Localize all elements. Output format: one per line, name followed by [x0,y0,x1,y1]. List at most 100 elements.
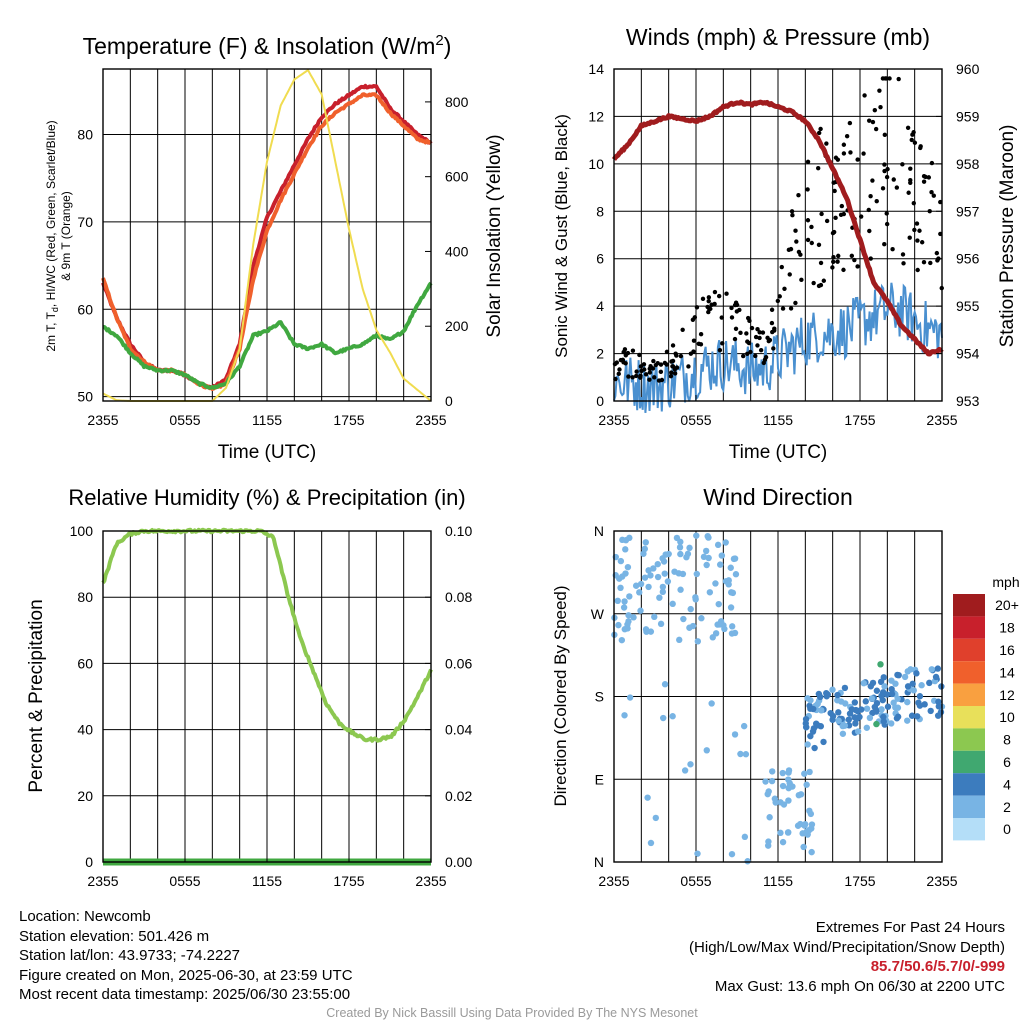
direction-point [621,712,628,719]
gust-point [918,145,923,151]
gust-point [641,362,647,367]
direction-point [883,691,891,698]
gust-point [816,165,821,171]
gust-point [757,330,762,335]
direction-point [818,707,825,714]
direction-point [851,714,858,721]
direction-point [731,731,739,738]
direction-point [641,545,649,553]
gust-point [915,238,920,243]
x-tick-label: 0555 [680,412,711,428]
direction-point [740,722,748,730]
direction-point [621,626,628,633]
direction-point [904,698,911,706]
gust-point [928,260,933,266]
direction-point [709,634,716,641]
direction-points [611,532,946,865]
colorbar-swatch [953,750,985,774]
station-location: Location: Newcomb [19,908,151,925]
gust-point [873,126,879,132]
gust-point [678,353,684,359]
direction-point [647,572,654,579]
colorbar-swatch [953,661,985,684]
direction-point [712,580,719,587]
y-tick-label: N [594,523,604,539]
direction-point [851,699,859,706]
gust-point [642,367,647,372]
direction-point [669,600,676,608]
direction-title: Wind Direction [703,484,853,510]
direction-point [934,665,942,672]
gust-point [717,347,723,353]
gust-point [716,293,722,299]
gust-point [805,187,810,192]
gust-point [658,369,664,375]
gust-point [901,261,906,266]
wind-title: Winds (mph) & Pressure (mb) [626,24,930,50]
direction-point [718,552,726,559]
gust-point [787,272,792,277]
gust-point [905,125,911,130]
gust-point [799,277,804,283]
direction-point [862,698,869,705]
gust-point [882,162,887,167]
direction-point [810,705,817,713]
direction-point [863,724,871,731]
x-tick-label: 1155 [252,412,282,428]
direction-point [673,534,681,542]
direction-point [766,814,773,821]
gust-point [638,373,643,378]
x-tick-label: 2355 [926,873,957,889]
direction-point [677,550,684,558]
wind-grid [614,68,942,402]
direction-point [846,710,854,717]
x-tick-label: 2355 [926,412,957,428]
gust-point [839,203,845,209]
direction-point [768,777,776,785]
direction-point [652,814,660,822]
direction-point [715,600,722,608]
colorbar-swatch [953,616,985,639]
gust-point [872,107,878,113]
gust-point [798,252,803,257]
gust-point [634,369,639,374]
gust-point [858,214,864,219]
colorbar-swatch [953,728,985,751]
direction-point [779,838,787,846]
direction-point [680,615,687,623]
gust-point [733,326,739,332]
gust-point [745,351,750,357]
direction-point [880,718,887,725]
gust-point [788,306,794,311]
gust-point [719,315,724,320]
gust-point [900,252,906,257]
x-tick-label: 0555 [680,873,711,889]
direction-point [654,560,661,568]
gust-point [883,76,888,81]
y-tick-label-right: 400 [445,243,469,259]
direction-point [626,534,633,542]
gust-point [849,253,855,259]
wind-xlabel: Time (UTC) [729,442,828,463]
direction-point [895,671,902,679]
direction-point [863,705,871,712]
gust-point [700,296,706,302]
gust-point [691,349,696,354]
gust-point [668,373,674,379]
colorbar-swatch [953,795,985,818]
gust-point [862,93,867,98]
direction-point [901,673,909,681]
direction-point [932,673,940,681]
direction-point [880,713,887,721]
gust-point [755,343,760,348]
direction-point [765,788,772,795]
gust-point [934,250,940,256]
direction-point [805,826,813,834]
direction-point [632,582,640,589]
gust-point [656,378,662,383]
gust-point [777,294,782,299]
direction-point [873,687,881,694]
direction-point [808,848,815,856]
direction-point [888,690,896,698]
